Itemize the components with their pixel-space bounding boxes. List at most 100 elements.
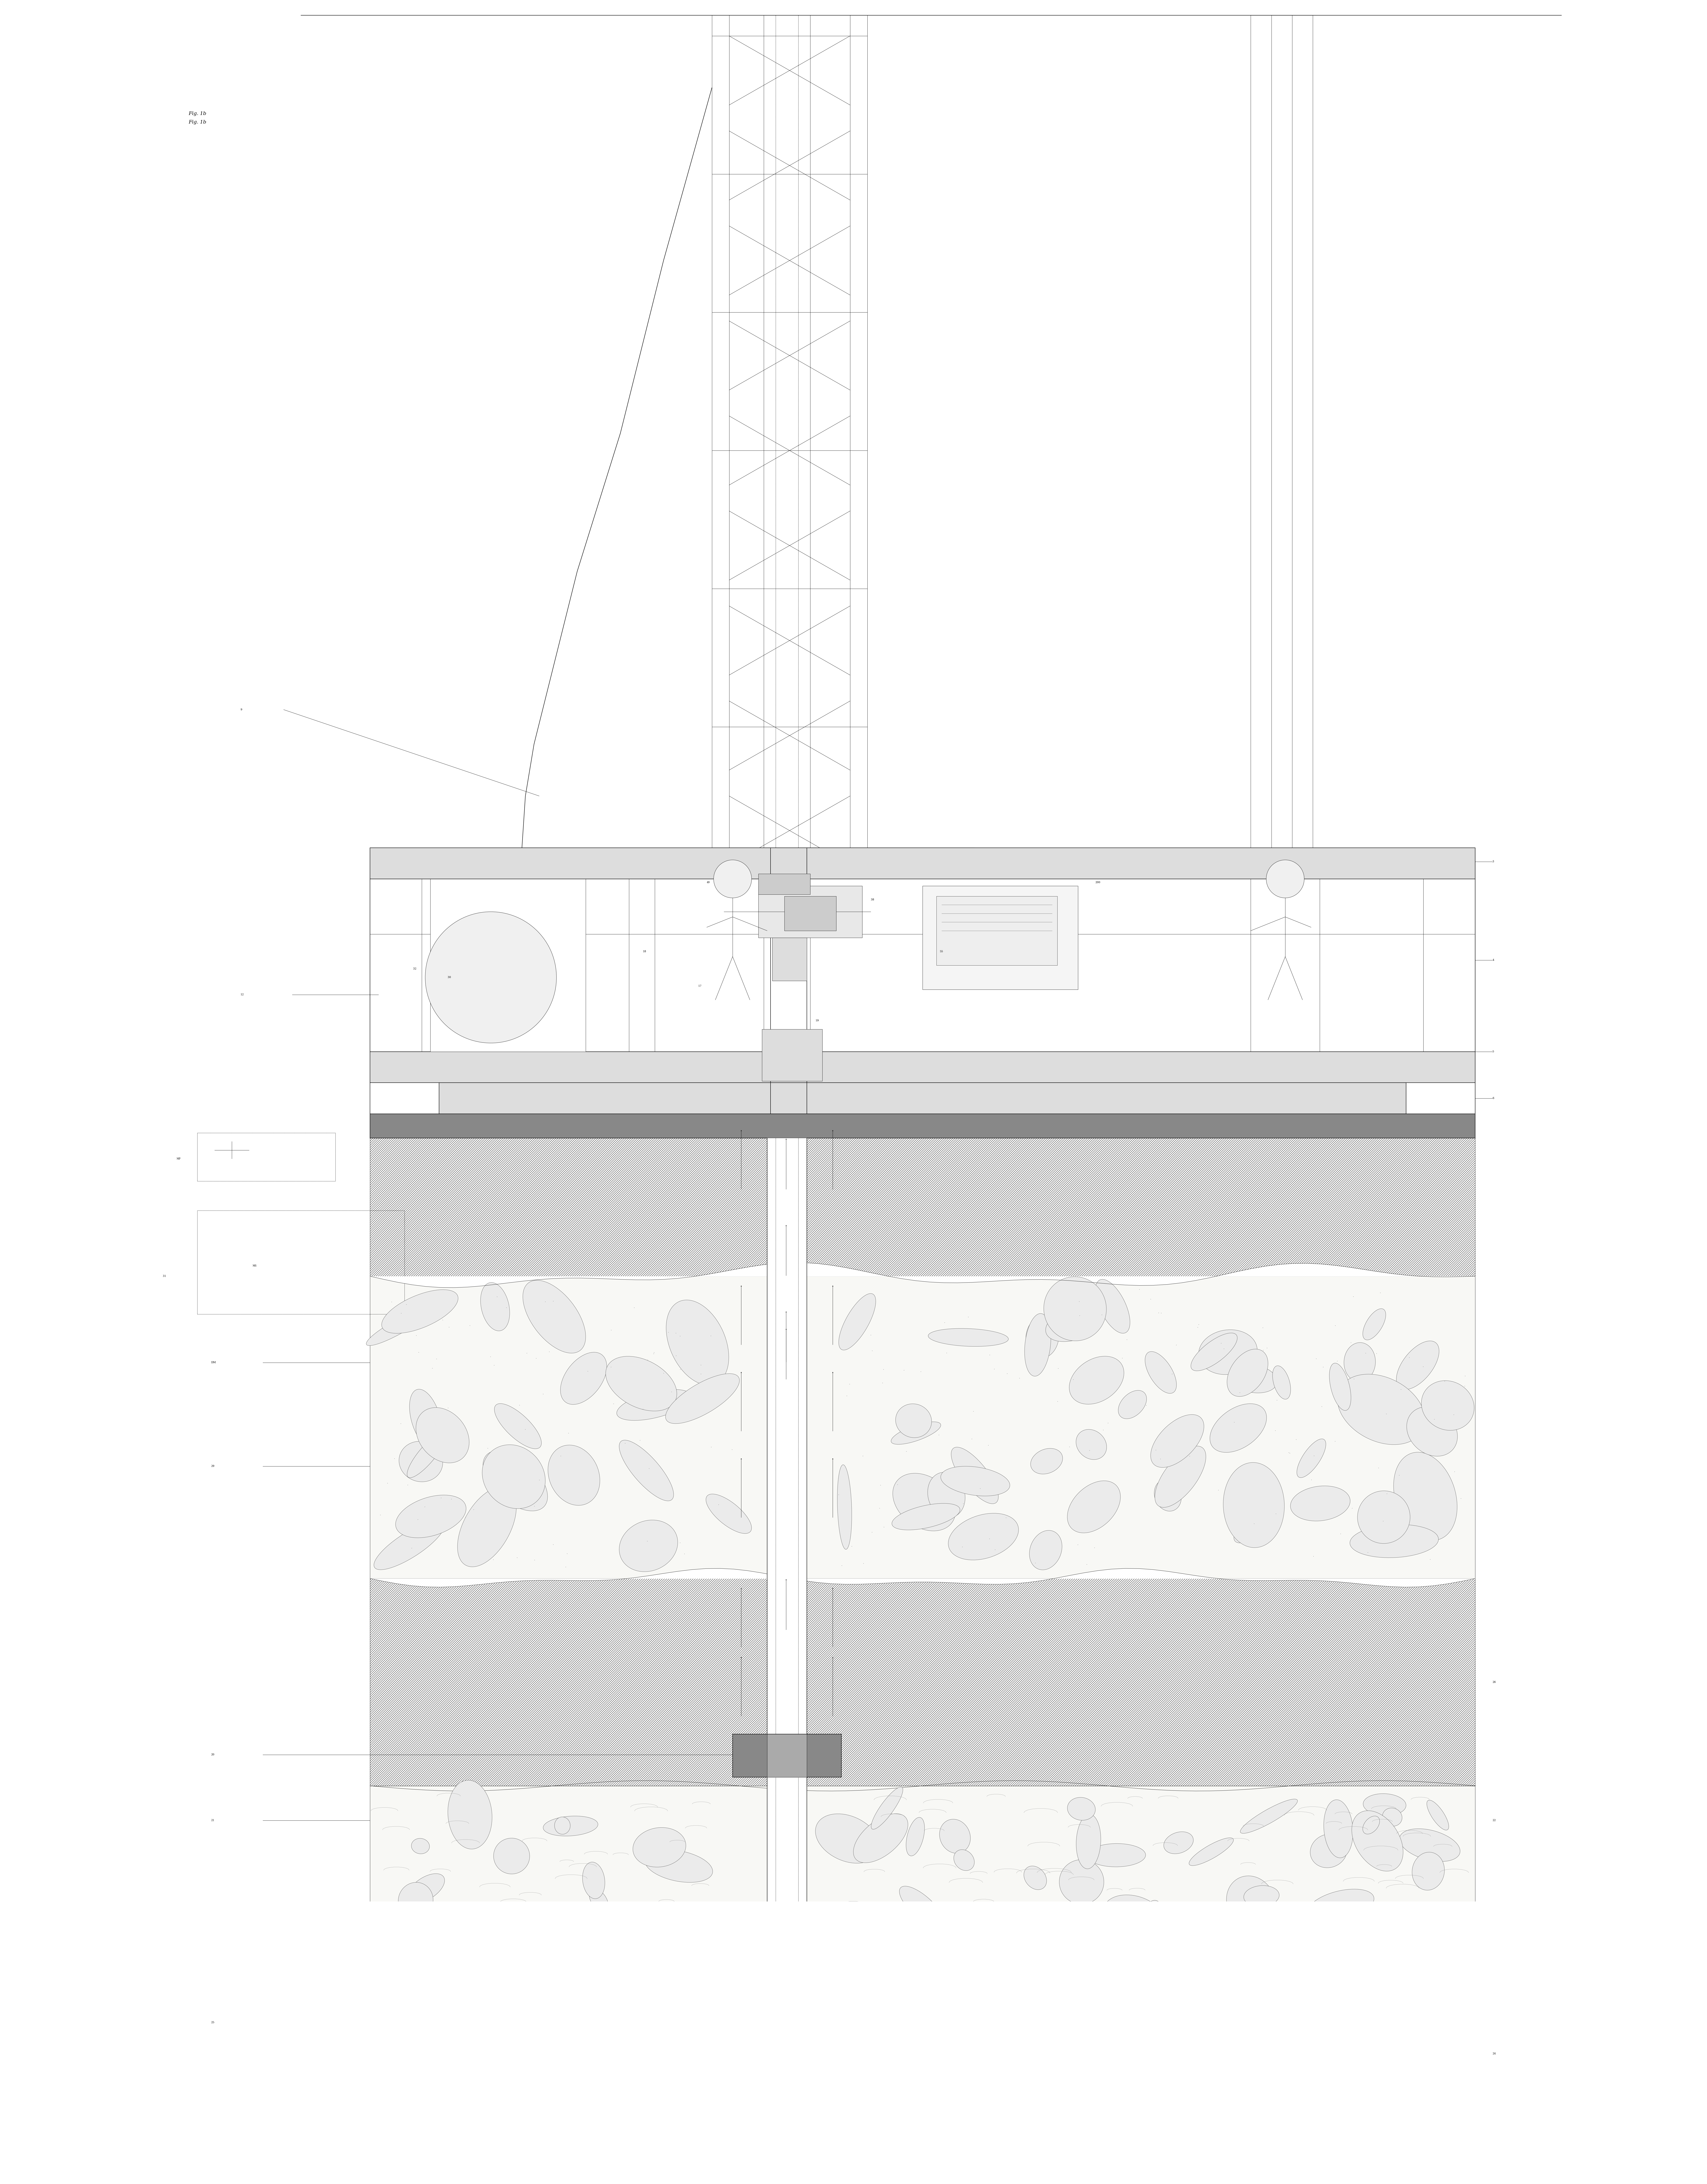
- Ellipse shape: [838, 1293, 876, 1350]
- Ellipse shape: [1190, 1837, 1234, 1865]
- Ellipse shape: [495, 1404, 541, 1448]
- Ellipse shape: [929, 1328, 1009, 1345]
- Text: 19: 19: [816, 1020, 819, 1022]
- Bar: [370, 1977, 1475, 2132]
- Ellipse shape: [1229, 1365, 1277, 1393]
- Circle shape: [714, 860, 751, 898]
- Bar: [198, 1210, 405, 1315]
- Bar: [370, 1053, 1475, 1083]
- Ellipse shape: [481, 1282, 510, 1330]
- Ellipse shape: [707, 1494, 751, 1533]
- Ellipse shape: [616, 1389, 691, 1420]
- Ellipse shape: [1210, 1404, 1267, 1452]
- Ellipse shape: [1311, 1835, 1347, 1867]
- Ellipse shape: [522, 1280, 586, 1354]
- Ellipse shape: [1087, 1843, 1145, 1867]
- Text: MP: MP: [176, 1158, 181, 1160]
- Ellipse shape: [1330, 1363, 1350, 1411]
- Ellipse shape: [570, 1933, 591, 1950]
- Text: 17: 17: [698, 985, 702, 987]
- Text: 30: 30: [447, 976, 451, 978]
- Ellipse shape: [620, 1520, 678, 1572]
- Ellipse shape: [391, 1902, 446, 1952]
- Ellipse shape: [1075, 1815, 1101, 1870]
- Text: 24: 24: [1492, 2053, 1495, 2055]
- Polygon shape: [766, 2167, 807, 2184]
- Ellipse shape: [410, 1389, 442, 1448]
- Bar: [937, 895, 1057, 965]
- Ellipse shape: [1024, 1865, 1046, 1889]
- Bar: [922, 887, 1079, 989]
- Text: 18: 18: [644, 950, 647, 952]
- Ellipse shape: [447, 1780, 492, 1850]
- Ellipse shape: [393, 1933, 422, 1955]
- Ellipse shape: [620, 1439, 674, 1500]
- Ellipse shape: [1244, 1885, 1279, 1907]
- Ellipse shape: [399, 1441, 442, 1481]
- Text: 25: 25: [212, 2020, 215, 2025]
- Ellipse shape: [1017, 1926, 1058, 1972]
- Ellipse shape: [954, 1850, 975, 1870]
- Ellipse shape: [1308, 1889, 1374, 1922]
- Text: MS: MS: [253, 1265, 256, 1267]
- Ellipse shape: [1024, 1313, 1052, 1376]
- Ellipse shape: [1297, 1439, 1326, 1479]
- Ellipse shape: [1069, 1356, 1123, 1404]
- Ellipse shape: [666, 1374, 739, 1424]
- Bar: [732, 1734, 842, 1778]
- Text: 20: 20: [212, 1754, 215, 1756]
- Ellipse shape: [1198, 1330, 1258, 1374]
- Ellipse shape: [1352, 1811, 1403, 1872]
- Ellipse shape: [457, 1487, 516, 1566]
- Ellipse shape: [1427, 1800, 1449, 1830]
- Ellipse shape: [1096, 1280, 1130, 1332]
- Ellipse shape: [396, 1496, 466, 1538]
- Ellipse shape: [531, 1933, 577, 1979]
- Ellipse shape: [1031, 1448, 1063, 1474]
- Ellipse shape: [1364, 1793, 1407, 1815]
- Bar: [770, 1985, 804, 2062]
- Text: 32: 32: [413, 968, 417, 970]
- Ellipse shape: [408, 1874, 444, 1902]
- Ellipse shape: [1224, 1463, 1284, 1548]
- Ellipse shape: [367, 1310, 428, 1345]
- Ellipse shape: [838, 1465, 852, 1548]
- Ellipse shape: [1067, 1797, 1096, 1819]
- Ellipse shape: [1362, 1817, 1379, 1835]
- Ellipse shape: [543, 1817, 597, 1837]
- Ellipse shape: [930, 1931, 983, 1983]
- Ellipse shape: [1383, 1808, 1401, 1826]
- Bar: [758, 874, 811, 895]
- Ellipse shape: [1290, 1485, 1350, 1520]
- Ellipse shape: [1422, 1380, 1475, 1431]
- Ellipse shape: [893, 1474, 956, 1531]
- Ellipse shape: [411, 1839, 430, 1854]
- Bar: [370, 1275, 1475, 1579]
- Ellipse shape: [1226, 1876, 1275, 1928]
- Bar: [439, 1083, 1407, 1114]
- Ellipse shape: [900, 1887, 944, 1928]
- Bar: [430, 878, 586, 1053]
- Ellipse shape: [939, 1819, 970, 1854]
- Bar: [370, 878, 1475, 1053]
- Bar: [370, 1114, 1475, 1138]
- Ellipse shape: [606, 1356, 676, 1411]
- Text: 31: 31: [162, 1275, 166, 1278]
- Ellipse shape: [493, 1839, 529, 1874]
- Ellipse shape: [854, 1813, 908, 1863]
- Ellipse shape: [816, 1815, 879, 1863]
- Ellipse shape: [666, 1299, 729, 1385]
- Text: 29: 29: [212, 1465, 215, 1468]
- Ellipse shape: [1383, 1926, 1417, 1974]
- Ellipse shape: [403, 1915, 428, 1955]
- Ellipse shape: [1396, 1341, 1439, 1389]
- Ellipse shape: [1151, 1415, 1203, 1468]
- Ellipse shape: [891, 1422, 941, 1444]
- Text: 21: 21: [212, 1819, 215, 1821]
- Ellipse shape: [906, 1817, 925, 1856]
- Ellipse shape: [1362, 1308, 1386, 1341]
- Ellipse shape: [1026, 1317, 1058, 1358]
- Ellipse shape: [1164, 1832, 1193, 1854]
- Circle shape: [1267, 860, 1304, 898]
- Ellipse shape: [1241, 1800, 1297, 1832]
